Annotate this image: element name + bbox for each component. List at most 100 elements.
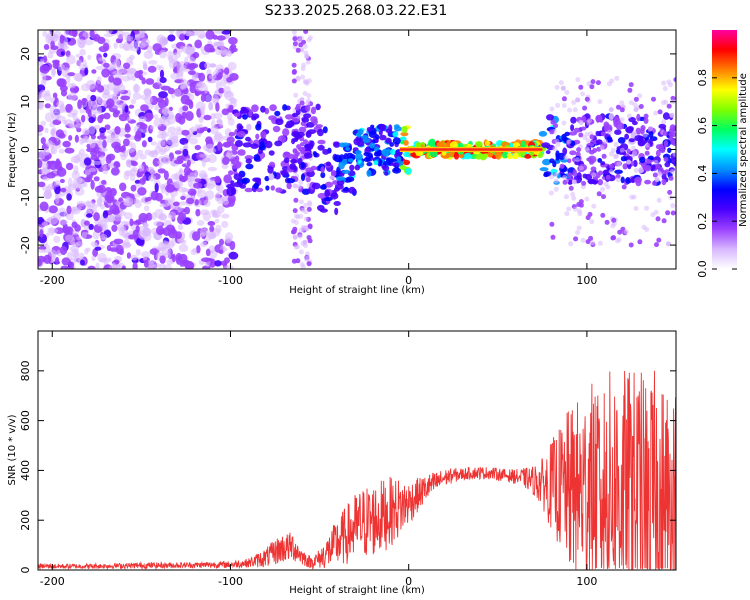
spectrogram-blob [317,144,325,151]
spectrogram-blob [524,153,532,159]
spectrogram-blob [98,147,108,153]
spectrogram-blob [47,249,57,258]
spectrogram-blob [298,146,306,152]
spectrogram-blob [135,225,140,233]
spectrogram-blob [106,190,113,199]
spectrogram-blob [300,241,306,247]
spectrogram-blob [620,176,625,184]
spectrogram-blob [293,132,298,137]
spectrogram-blob [305,100,311,106]
spectrogram-blob [325,181,333,188]
spectrogram-blob [129,218,134,227]
spectrogram-blob [73,154,81,164]
spectrogram-blob [290,158,298,164]
spectrogram-blob [580,237,586,243]
spectrogram-blob [142,63,148,71]
spectrogram-blob [640,127,645,135]
spectrogram-blob [61,257,71,266]
spectrogram-blob [264,175,270,182]
spectrogram-blob [143,260,149,268]
spectrogram-blob [75,59,83,67]
spectrogram-blob [646,159,652,164]
spectrogram-blob [88,116,95,124]
spectrogram-blob [382,165,390,171]
spectrogram-blob [127,70,134,81]
spectrogram-blob [192,51,200,59]
spectrogram-blob [636,113,641,122]
spectrogram-blob [301,39,306,45]
spectrogram-marks [38,30,676,269]
spectrogram-blob [661,80,667,86]
spectrogram-blob [576,225,582,231]
spectrogram-blob [595,80,601,86]
spectrogram-blob [611,217,617,223]
spectrogram-blob [146,45,153,53]
spectrogram-blob [293,92,299,98]
spectrogram-blob [38,260,43,267]
spectrogram-blob [98,57,105,62]
spectrogram-blob [294,213,299,219]
spectrogram-blob [63,37,68,46]
spectrogram-blob [89,138,96,149]
spectrogram-blob [91,69,97,74]
spectrogram-blob [59,34,65,44]
spectrogram-blob [291,30,297,35]
spectrogram-blob [299,261,305,267]
spectrogram-blob [629,194,635,200]
spectrogram-blob [123,62,131,70]
spectrogram-blob [86,143,91,149]
spectrogram-blob [552,146,558,152]
spectrogram-blob [655,144,661,150]
spectrogram-blob [400,136,407,141]
spectrogram-blob [67,177,73,188]
spectrogram-blob [400,132,409,137]
spectrogram-blob [91,255,96,261]
spectrogram-blob [199,153,209,158]
spectrogram-blob [164,97,169,107]
spectrogram-blob [143,88,152,96]
spectrogram-blob [148,260,154,269]
spectrogram-blob [43,44,50,50]
spectrogram-blob [275,118,284,126]
spectrogram-blob [554,138,560,144]
spectrogram-blob [86,213,93,218]
spectrogram-blob [55,129,64,138]
spectrogram-blob [194,178,202,183]
spectrogram-blob [307,201,313,207]
spectrogram-blob [153,220,163,227]
spectrogram-blob [154,182,159,193]
colorbar-label: Normalized spectral amplitude [738,73,749,227]
spectrogram-blob [87,98,93,108]
spectrogram-blob [230,180,235,185]
spectrogram-x-tick-label: 100 [576,274,597,287]
spectrogram-blob [260,131,267,139]
spectrogram-blob [128,234,138,240]
spectrogram-blob [145,78,155,85]
snr-y-label: SNR (10 * v/v) [7,414,18,485]
spectrogram-blob [321,183,327,190]
spectrogram-blob [45,142,56,148]
spectrogram-blob [214,175,221,184]
spectrogram-blob [272,125,281,133]
spectrogram-blob [554,84,560,90]
spectrogram-blob [112,77,122,86]
spectrogram-blob [566,206,572,212]
spectrogram-blob [188,100,194,109]
spectrogram-blob [109,247,120,252]
spectrogram-blob [113,42,118,49]
spectrogram-blob [208,101,214,111]
spectrogram-blob [303,203,309,208]
spectrogram-blob [203,183,212,188]
spectrogram-blob [71,242,80,248]
spectrogram-blob [605,174,611,180]
spectrogram-blob [357,128,364,136]
spectrogram-blob [616,161,622,167]
spectrogram-blob [637,239,643,245]
spectrogram-blob [143,50,154,60]
spectrogram-blob [596,116,602,121]
spectrogram-blob [303,30,309,34]
spectrogram-blob [642,164,652,172]
spectrogram-blob [589,219,595,225]
spectrogram-blob [286,182,292,190]
spectrogram-blob [589,159,594,165]
